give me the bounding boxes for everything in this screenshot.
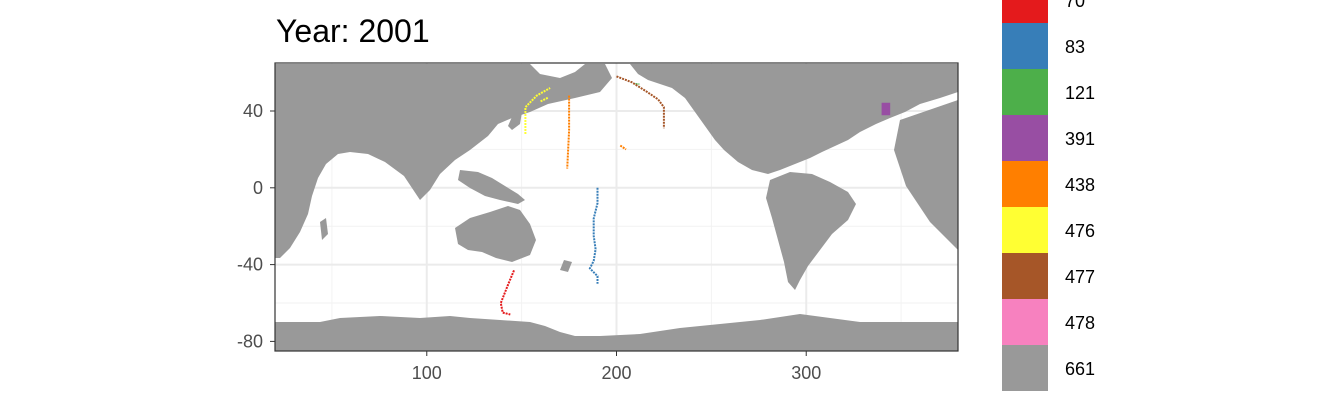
x-tick-label: 100	[412, 363, 442, 383]
legend-key-121	[1002, 69, 1048, 115]
legend-key-70	[1002, 0, 1048, 23]
x-tick-label: 200	[601, 363, 631, 383]
legend-label-83: 83	[1065, 37, 1085, 57]
legend-label-661: 661	[1065, 359, 1095, 379]
legend-label-121: 121	[1065, 83, 1095, 103]
track-438	[566, 95, 571, 169]
land-greenland	[890, 64, 958, 96]
track-70	[499, 270, 515, 316]
legend-label-478: 478	[1065, 313, 1095, 333]
track-477	[616, 75, 665, 129]
y-tick-label: -40	[237, 255, 263, 275]
landmasses	[275, 64, 958, 351]
land-north-america	[630, 64, 958, 174]
legend-key-391	[1002, 115, 1048, 161]
legend-label-391: 391	[1065, 129, 1095, 149]
legend-key-438	[1002, 161, 1048, 207]
legend-label-476: 476	[1065, 221, 1095, 241]
land-europe-east	[894, 100, 958, 250]
legend-key-476	[1002, 207, 1048, 253]
track-476	[524, 87, 551, 134]
land-southeast-asia	[458, 170, 525, 204]
float-tracks	[499, 75, 891, 316]
land-australia	[455, 206, 536, 262]
chart-title: Year: 2001	[276, 13, 430, 49]
land-south-america	[766, 172, 856, 290]
legend-label-70: 70	[1065, 0, 1085, 11]
legend-key-83	[1002, 23, 1048, 69]
land-japan	[508, 110, 522, 130]
legend-key-478	[1002, 299, 1048, 345]
land-madagascar	[320, 218, 328, 240]
track-391	[881, 102, 891, 116]
legend-label-477: 477	[1065, 267, 1095, 287]
y-tick-label: -80	[237, 331, 263, 351]
legend-label-438: 438	[1065, 175, 1095, 195]
land-africa-eurasia	[275, 64, 612, 258]
legend: 70 83 121 391 438 476 477 478 661	[1002, 0, 1095, 391]
x-tick-label: 300	[791, 363, 821, 383]
y-tick-label: 0	[253, 178, 263, 198]
track-476	[540, 96, 549, 103]
y-tick-label: 40	[243, 101, 263, 121]
land-new-zealand	[560, 260, 572, 272]
track-438	[619, 144, 627, 151]
legend-key-661	[1002, 345, 1048, 391]
land-antarctica	[275, 314, 958, 351]
track-83	[588, 187, 599, 284]
legend-key-477	[1002, 253, 1048, 299]
